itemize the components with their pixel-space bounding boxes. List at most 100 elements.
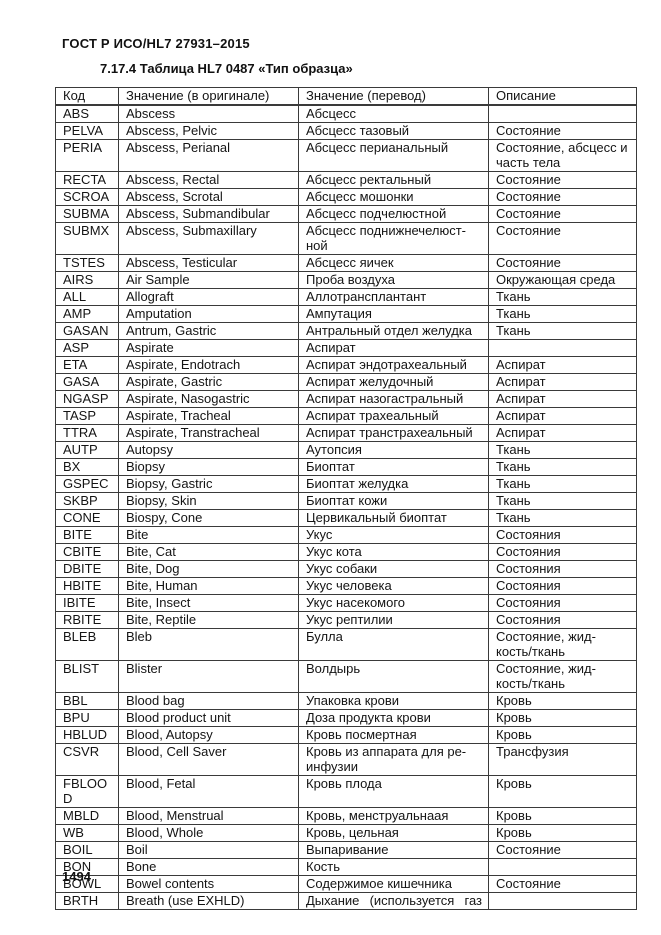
cell-code: ETA — [55, 356, 119, 374]
cell-original: Blood product unit — [118, 709, 299, 727]
cell-description: Аспират — [488, 373, 637, 391]
cell-translation: Кровь, менструальнаая — [298, 807, 489, 825]
cell-translation: Кровь из аппарата для ре-инфузии — [298, 743, 489, 776]
cell-translation: Укус — [298, 526, 489, 544]
cell-description: Состояние — [488, 841, 637, 859]
cell-original: Bleb — [118, 628, 299, 661]
cell-original: Abscess, Scrotal — [118, 188, 299, 206]
cell-original: Autopsy — [118, 441, 299, 459]
table-row: BOWL Bowel contents Содержимое кишечника Со… — [55, 875, 637, 893]
page-number: 1494 — [62, 869, 91, 884]
cell-original: Bite, Dog — [118, 560, 299, 578]
cell-code: AIRS — [55, 271, 119, 289]
cell-code: SCROA — [55, 188, 119, 206]
specimen-type-table: Код Значение (в оригинале) Значение (пер… — [55, 87, 637, 910]
cell-description — [488, 339, 637, 357]
cell-translation: Аспират транстрахеальный — [298, 424, 489, 442]
cell-code: GSPEC — [55, 475, 119, 493]
cell-description: Состояние, абсцесс и часть тела — [488, 139, 637, 172]
cell-code: FBLOOD — [55, 775, 119, 808]
cell-original: Blood, Whole — [118, 824, 299, 842]
cell-description: Состояние — [488, 254, 637, 272]
cell-code: BPU — [55, 709, 119, 727]
document-title: ГОСТ Р ИСО/HL7 27931–2015 — [62, 36, 250, 51]
cell-description: Ткань — [488, 492, 637, 510]
cell-translation: Аспират трахеальный — [298, 407, 489, 425]
cell-original: Bite, Human — [118, 577, 299, 595]
table-row: BBL Blood bag Упаковка крови Кровь — [55, 692, 637, 710]
table-row: ETA Aspirate, Endotrach Аспират эндотрахеа… — [55, 356, 637, 374]
cell-description: Кровь — [488, 824, 637, 842]
cell-translation: Кровь плода — [298, 775, 489, 808]
cell-description: Состояние, жид-кость/ткань — [488, 660, 637, 693]
cell-description: Кровь — [488, 775, 637, 808]
cell-original: Biopsy, Skin — [118, 492, 299, 510]
cell-original: Blood, Menstrual — [118, 807, 299, 825]
table-row: DBITE Bite, Dog Укус собаки Состояния — [55, 560, 637, 578]
table-row: TASP Aspirate, Tracheal Аспират трахеальны… — [55, 407, 637, 425]
cell-translation: Абсцесс ректальный — [298, 171, 489, 189]
cell-translation: Содержимое кишечника — [298, 875, 489, 893]
cell-original: Bite — [118, 526, 299, 544]
cell-translation: Антральный отдел желудка — [298, 322, 489, 340]
cell-description — [488, 892, 637, 910]
cell-translation: Абсцесс подчелюстной — [298, 205, 489, 223]
table-row: BPU Blood product unit Доза продукта крови… — [55, 709, 637, 727]
cell-translation: Абсцесс поднижнечелюст-ной — [298, 222, 489, 255]
cell-code: SUBMX — [55, 222, 119, 255]
table-row: IBITE Bite, Insect Укус насекомого Состояни… — [55, 594, 637, 612]
cell-code: BRTH — [55, 892, 119, 910]
section-title: 7.17.4 Таблица HL7 0487 «Тип образца» — [100, 61, 353, 76]
cell-code: ALL — [55, 288, 119, 306]
table-row: BOIL Boil Выпаривание Состояние — [55, 841, 637, 859]
cell-code: WB — [55, 824, 119, 842]
cell-code: PERIA — [55, 139, 119, 172]
table-row: CONE Biospy, Cone Цервикальный биоптат Ткан… — [55, 509, 637, 527]
table-row: NGASP Aspirate, Nasogastric Аспират назога… — [55, 390, 637, 408]
cell-description: Ткань — [488, 509, 637, 527]
cell-code: CONE — [55, 509, 119, 527]
table-row: AIRS Air Sample Проба воздуха Окружающая ср… — [55, 271, 637, 289]
cell-original: Biopsy — [118, 458, 299, 476]
cell-translation: Абсцесс перианальный — [298, 139, 489, 172]
cell-translation: Биоптат кожи — [298, 492, 489, 510]
cell-description: Кровь — [488, 807, 637, 825]
cell-description: Окружающая среда — [488, 271, 637, 289]
cell-code: RBITE — [55, 611, 119, 629]
cell-code: SUBMA — [55, 205, 119, 223]
cell-code: TASP — [55, 407, 119, 425]
cell-code: BBL — [55, 692, 119, 710]
column-header-original: Значение (в оригинале) — [118, 87, 299, 106]
cell-description: Кровь — [488, 726, 637, 744]
cell-original: Allograft — [118, 288, 299, 306]
table-row: FBLOOD Blood, Fetal Кровь плода Кровь — [55, 775, 637, 808]
cell-original: Bone — [118, 858, 299, 876]
table-row: ASP Aspirate Аспират — [55, 339, 637, 357]
cell-original: Blister — [118, 660, 299, 693]
table-row: BITE Bite Укус Состояния — [55, 526, 637, 544]
table-row: TSTES Abscess, Testicular Абсцесс яичек Сос… — [55, 254, 637, 272]
cell-description: Аспират — [488, 407, 637, 425]
cell-code: PELVA — [55, 122, 119, 140]
table-row: RECTA Abscess, Rectal Абсцесс ректальный Со… — [55, 171, 637, 189]
cell-original: Boil — [118, 841, 299, 859]
cell-translation: Укус собаки — [298, 560, 489, 578]
cell-description: Аспират — [488, 424, 637, 442]
cell-original: Blood, Autopsy — [118, 726, 299, 744]
table-row: BLIST Blister Волдырь Состояние, жид-кость/… — [55, 660, 637, 693]
cell-description: Аспират — [488, 390, 637, 408]
cell-original: Aspirate, Tracheal — [118, 407, 299, 425]
cell-description: Кровь — [488, 692, 637, 710]
cell-code: ABS — [55, 104, 119, 123]
cell-description: Ткань — [488, 288, 637, 306]
table-row: BX Biopsy Биоптат Ткань — [55, 458, 637, 476]
cell-original: Blood, Fetal — [118, 775, 299, 808]
cell-translation: Укус человека — [298, 577, 489, 595]
cell-original: Abscess — [118, 104, 299, 123]
cell-description: Ткань — [488, 322, 637, 340]
cell-description: Состояние — [488, 171, 637, 189]
cell-description: Состояния — [488, 543, 637, 561]
cell-translation: Аспират желудочный — [298, 373, 489, 391]
cell-code: BITE — [55, 526, 119, 544]
cell-original: Bite, Reptile — [118, 611, 299, 629]
